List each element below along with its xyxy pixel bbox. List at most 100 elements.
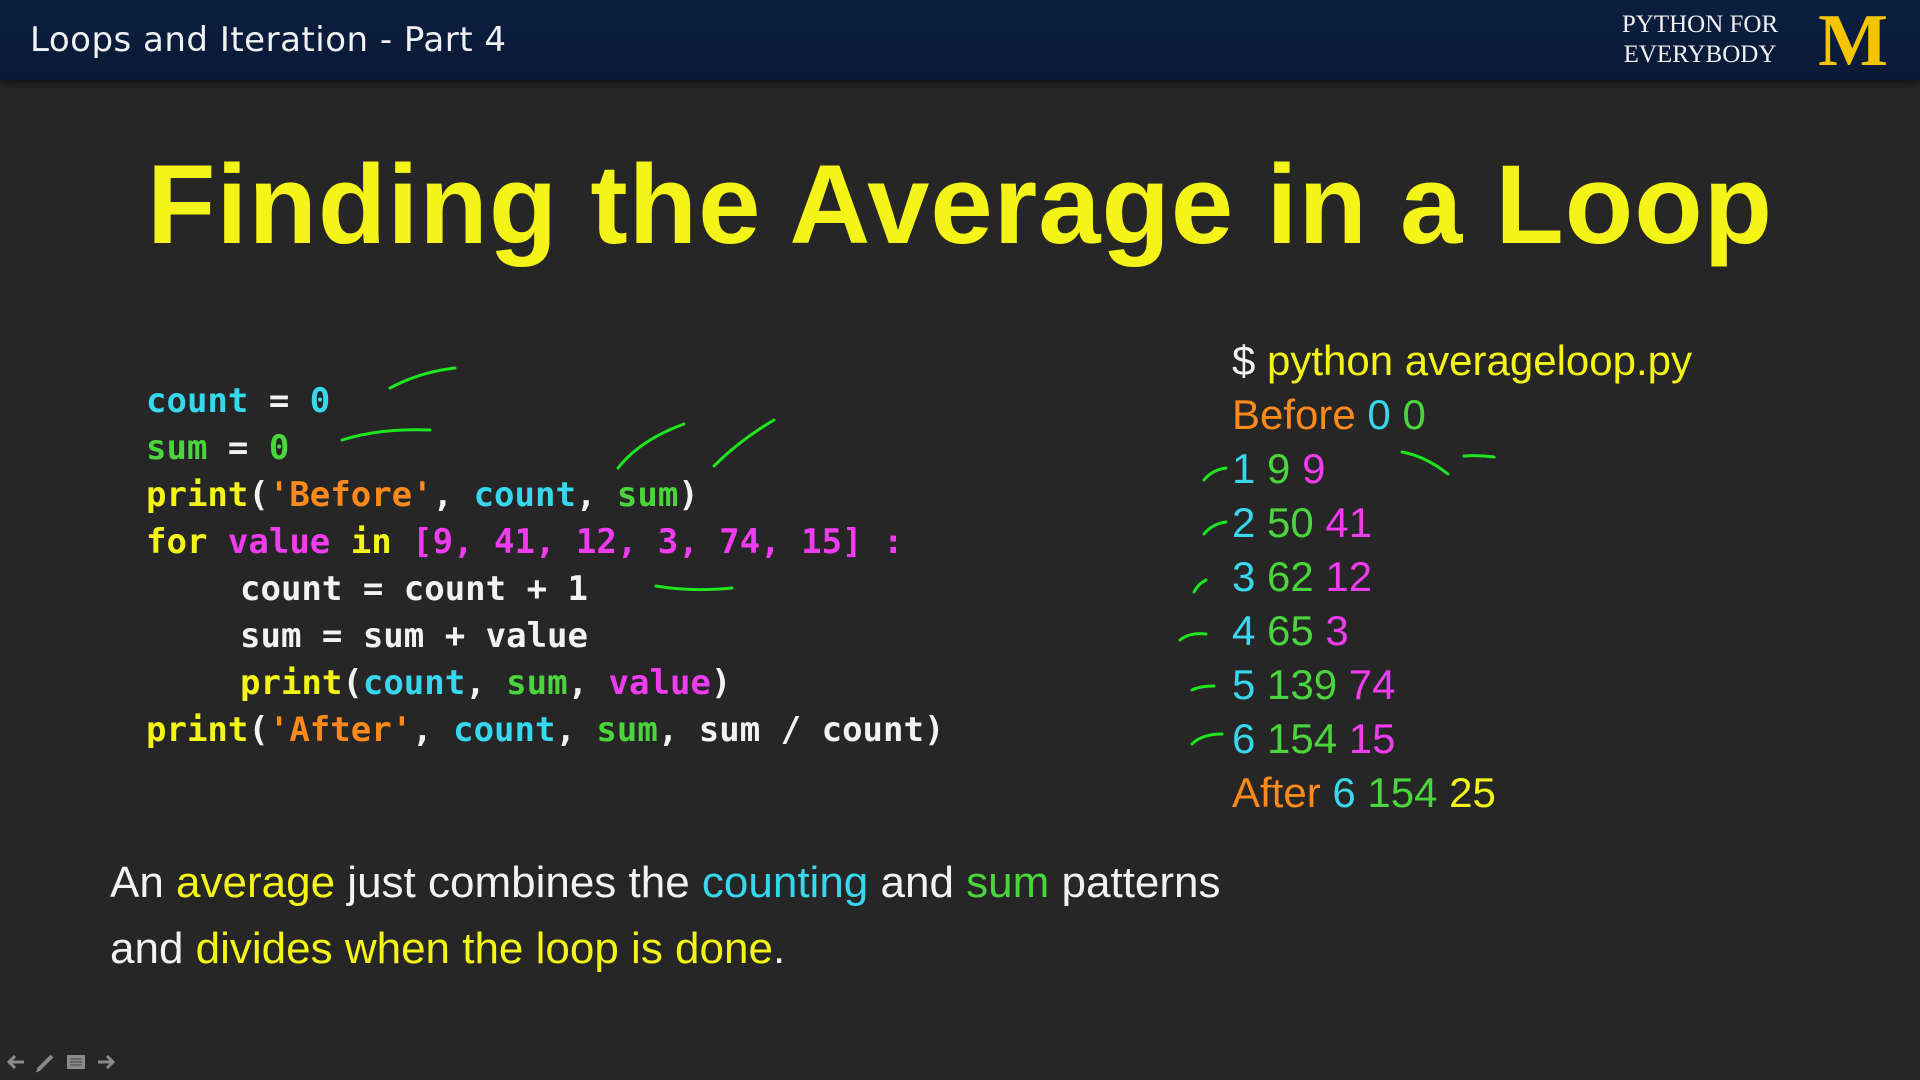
code-line-7: print(count, sum, value): [146, 660, 944, 707]
code-line-token: 0: [268, 428, 290, 468]
ink-mark-count-inc: [654, 584, 734, 592]
code-line-token: sum: [616, 475, 679, 515]
course-brand: PYTHON FOR EVERYBODY: [1600, 10, 1800, 70]
code-line-token: count = count + 1: [240, 569, 588, 609]
code-line-4: for value in [9, 41, 12, 3, 74, 15] :: [146, 519, 944, 566]
code-line-token: sum: [506, 663, 568, 703]
output-line-token: 9: [1302, 445, 1326, 492]
code-line-6: sum = sum + value: [146, 613, 944, 660]
summary-line-token: sum: [966, 858, 1050, 907]
code-line-token: print: [146, 710, 249, 750]
ink-tick-line-4: [1178, 632, 1208, 642]
output-line-token: 5: [1232, 661, 1268, 708]
code-line-token: 'Before': [268, 475, 433, 515]
output-line-token: 3: [1232, 553, 1268, 600]
code-line-token: =: [207, 428, 269, 468]
output-line-8: 6 154 15: [1232, 712, 1692, 766]
output-line-token: After: [1232, 769, 1333, 816]
code-line-token: 0: [309, 381, 331, 421]
output-line-token: 12: [1325, 553, 1373, 600]
slide-nav-controls: [4, 1050, 118, 1076]
output-line-4: 2 50 41: [1232, 496, 1692, 550]
output-line-1: $ python averageloop.py: [1232, 334, 1692, 388]
output-line-token: 154: [1267, 715, 1349, 762]
output-line-token: 50: [1267, 499, 1326, 546]
code-line-token: print: [240, 663, 343, 703]
code-line-1: count = 0: [146, 378, 944, 425]
code-line-token: sum: [146, 428, 208, 468]
output-line-token: 65: [1267, 607, 1326, 654]
output-line-token: 0: [1367, 391, 1403, 438]
code-line-token: (: [248, 475, 269, 515]
output-line-token: 74: [1348, 661, 1396, 708]
code-line-token: ,: [412, 710, 454, 750]
slide-title: Finding the Average in a Loop: [146, 142, 1774, 267]
code-line-token: count: [146, 381, 249, 421]
ink-tick-line-6: [1190, 732, 1224, 746]
code-line-2: sum = 0: [146, 425, 944, 472]
summary-line-token: just combines the: [335, 858, 702, 907]
code-line-token: for: [146, 522, 208, 562]
code-line-token: ,: [567, 663, 609, 703]
output-line-token: 62: [1267, 553, 1326, 600]
code-line-token: sum = sum + value: [240, 616, 588, 656]
code-line-3: print('Before', count, sum): [146, 472, 944, 519]
output-line-token: 25: [1449, 769, 1496, 816]
code-block: count = 0 sum = 0 print('Before', count, s…: [146, 378, 944, 754]
ink-mark-print-count: [616, 422, 686, 470]
output-line-token: 1: [1232, 445, 1268, 492]
output-line-token: python averageloop.py: [1267, 337, 1693, 384]
ink-mark-print-sum: [712, 418, 776, 468]
brand-line-2: EVERYBODY: [1623, 41, 1777, 68]
code-line-token: value: [608, 663, 711, 703]
output-line-token: 3: [1325, 607, 1349, 654]
code-line-token: =: [248, 381, 310, 421]
code-line-token: ): [710, 663, 732, 703]
code-line-token: sum: [596, 710, 658, 750]
output-line-token: 9: [1267, 445, 1303, 492]
summary-line-token: An: [110, 858, 177, 907]
summary-text: An average just combines the counting an…: [110, 850, 1221, 982]
output-line-token: 6: [1332, 769, 1368, 816]
output-line-token: 15: [1348, 715, 1396, 762]
code-line-token: ,: [432, 475, 474, 515]
code-line-token: value: [227, 522, 331, 562]
pen-icon[interactable]: [34, 1050, 58, 1074]
summary-line-token: divides when the loop is done: [195, 924, 773, 973]
code-line-token: (: [342, 663, 363, 703]
code-line-token: in: [350, 522, 392, 562]
summary-line-token: counting: [701, 858, 869, 907]
code-line-token: count: [362, 663, 466, 703]
ink-mark-output-1a: [1400, 450, 1450, 476]
code-line-token: ,: [657, 710, 699, 750]
code-line-token: (: [248, 710, 269, 750]
arrow-left-icon[interactable]: [4, 1050, 28, 1074]
output-line-token: 139: [1267, 661, 1349, 708]
output-line-3: 1 9 9: [1232, 442, 1692, 496]
output-line-token: 0: [1402, 391, 1426, 438]
output-line-2: Before 0 0: [1232, 388, 1692, 442]
code-line-token: ,: [465, 663, 507, 703]
arrow-right-icon[interactable]: [94, 1050, 118, 1074]
code-line-token: sum / count: [698, 710, 924, 750]
output-line-token: $: [1232, 337, 1268, 384]
output-line-9: After 6 154 25: [1232, 766, 1692, 820]
ink-mark-count-init: [388, 366, 457, 390]
output-line-7: 5 139 74: [1232, 658, 1692, 712]
menu-icon[interactable]: [64, 1050, 88, 1074]
code-line-token: 'After': [268, 710, 413, 750]
output-line-6: 4 65 3: [1232, 604, 1692, 658]
ink-mark-sum-init: [340, 428, 432, 442]
ink-tick-line-1: [1202, 466, 1228, 482]
header-bar: Loops and Iteration - Part 4 PYTHON FOR …: [0, 0, 1920, 80]
code-line-token: ): [923, 710, 945, 750]
output-line-5: 3 62 12: [1232, 550, 1692, 604]
output-line-token: 41: [1325, 499, 1373, 546]
ink-mark-output-1b: [1462, 454, 1496, 459]
ink-tick-line-5: [1190, 684, 1216, 692]
code-line-token: ,: [575, 475, 617, 515]
output-line-token: Before: [1232, 391, 1368, 438]
brand-line-1: PYTHON FOR: [1621, 11, 1779, 38]
